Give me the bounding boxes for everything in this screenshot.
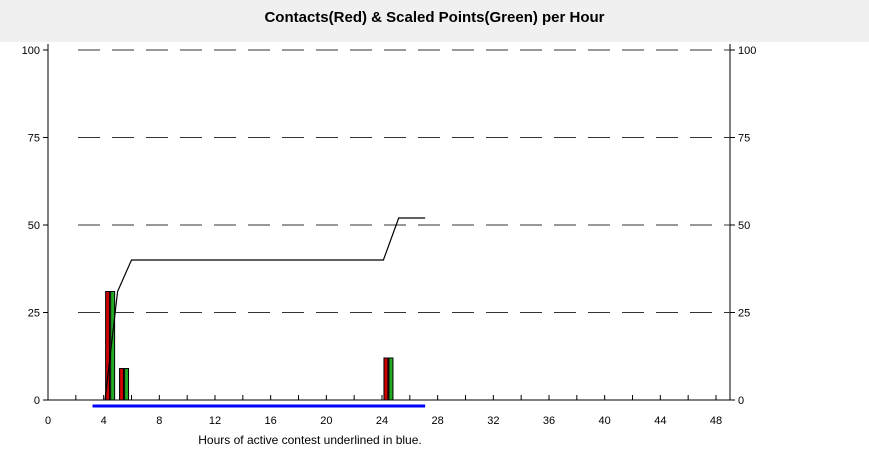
y-tick-label: 25 <box>28 308 40 320</box>
points-bar <box>388 357 394 401</box>
chart-title: Contacts(Red) & Scaled Points(Green) per… <box>264 9 605 26</box>
x-tick-label: 0 <box>45 415 51 427</box>
y-tick-label: 75 <box>28 133 40 145</box>
y-tick-label: 100 <box>22 45 40 57</box>
cumulative-line <box>104 217 426 401</box>
x-tick-label: 28 <box>432 415 444 427</box>
x-tick-label: 36 <box>543 415 555 427</box>
x-tick-label: 12 <box>209 415 221 427</box>
y-tick-label-right: 25 <box>738 308 750 320</box>
x-tick-label: 24 <box>376 415 388 427</box>
points-bar <box>124 368 130 401</box>
x-tick-label: 32 <box>487 415 499 427</box>
y-tick-label-right: 100 <box>738 45 756 57</box>
contacts-bar <box>105 291 111 401</box>
contacts-bar <box>383 357 389 401</box>
x-tick-label: 4 <box>101 415 107 427</box>
x-tick-label: 8 <box>156 415 162 427</box>
y-tick-label: 50 <box>28 220 40 232</box>
x-tick-label: 48 <box>710 415 722 427</box>
x-tick-label: 40 <box>599 415 611 427</box>
y-tick-label-right: 75 <box>738 133 750 145</box>
title-bar <box>0 0 869 42</box>
x-axis-label: Hours of active contest underlined in bl… <box>198 433 421 447</box>
y-tick-label-right: 50 <box>738 220 750 232</box>
y-tick-label: 0 <box>34 395 40 407</box>
x-tick-label: 20 <box>320 415 332 427</box>
y-tick-label-right: 0 <box>738 395 744 407</box>
x-tick-label: 16 <box>265 415 277 427</box>
contacts-bar <box>119 368 125 401</box>
x-tick-label: 44 <box>654 415 666 427</box>
points-bar <box>110 291 116 401</box>
